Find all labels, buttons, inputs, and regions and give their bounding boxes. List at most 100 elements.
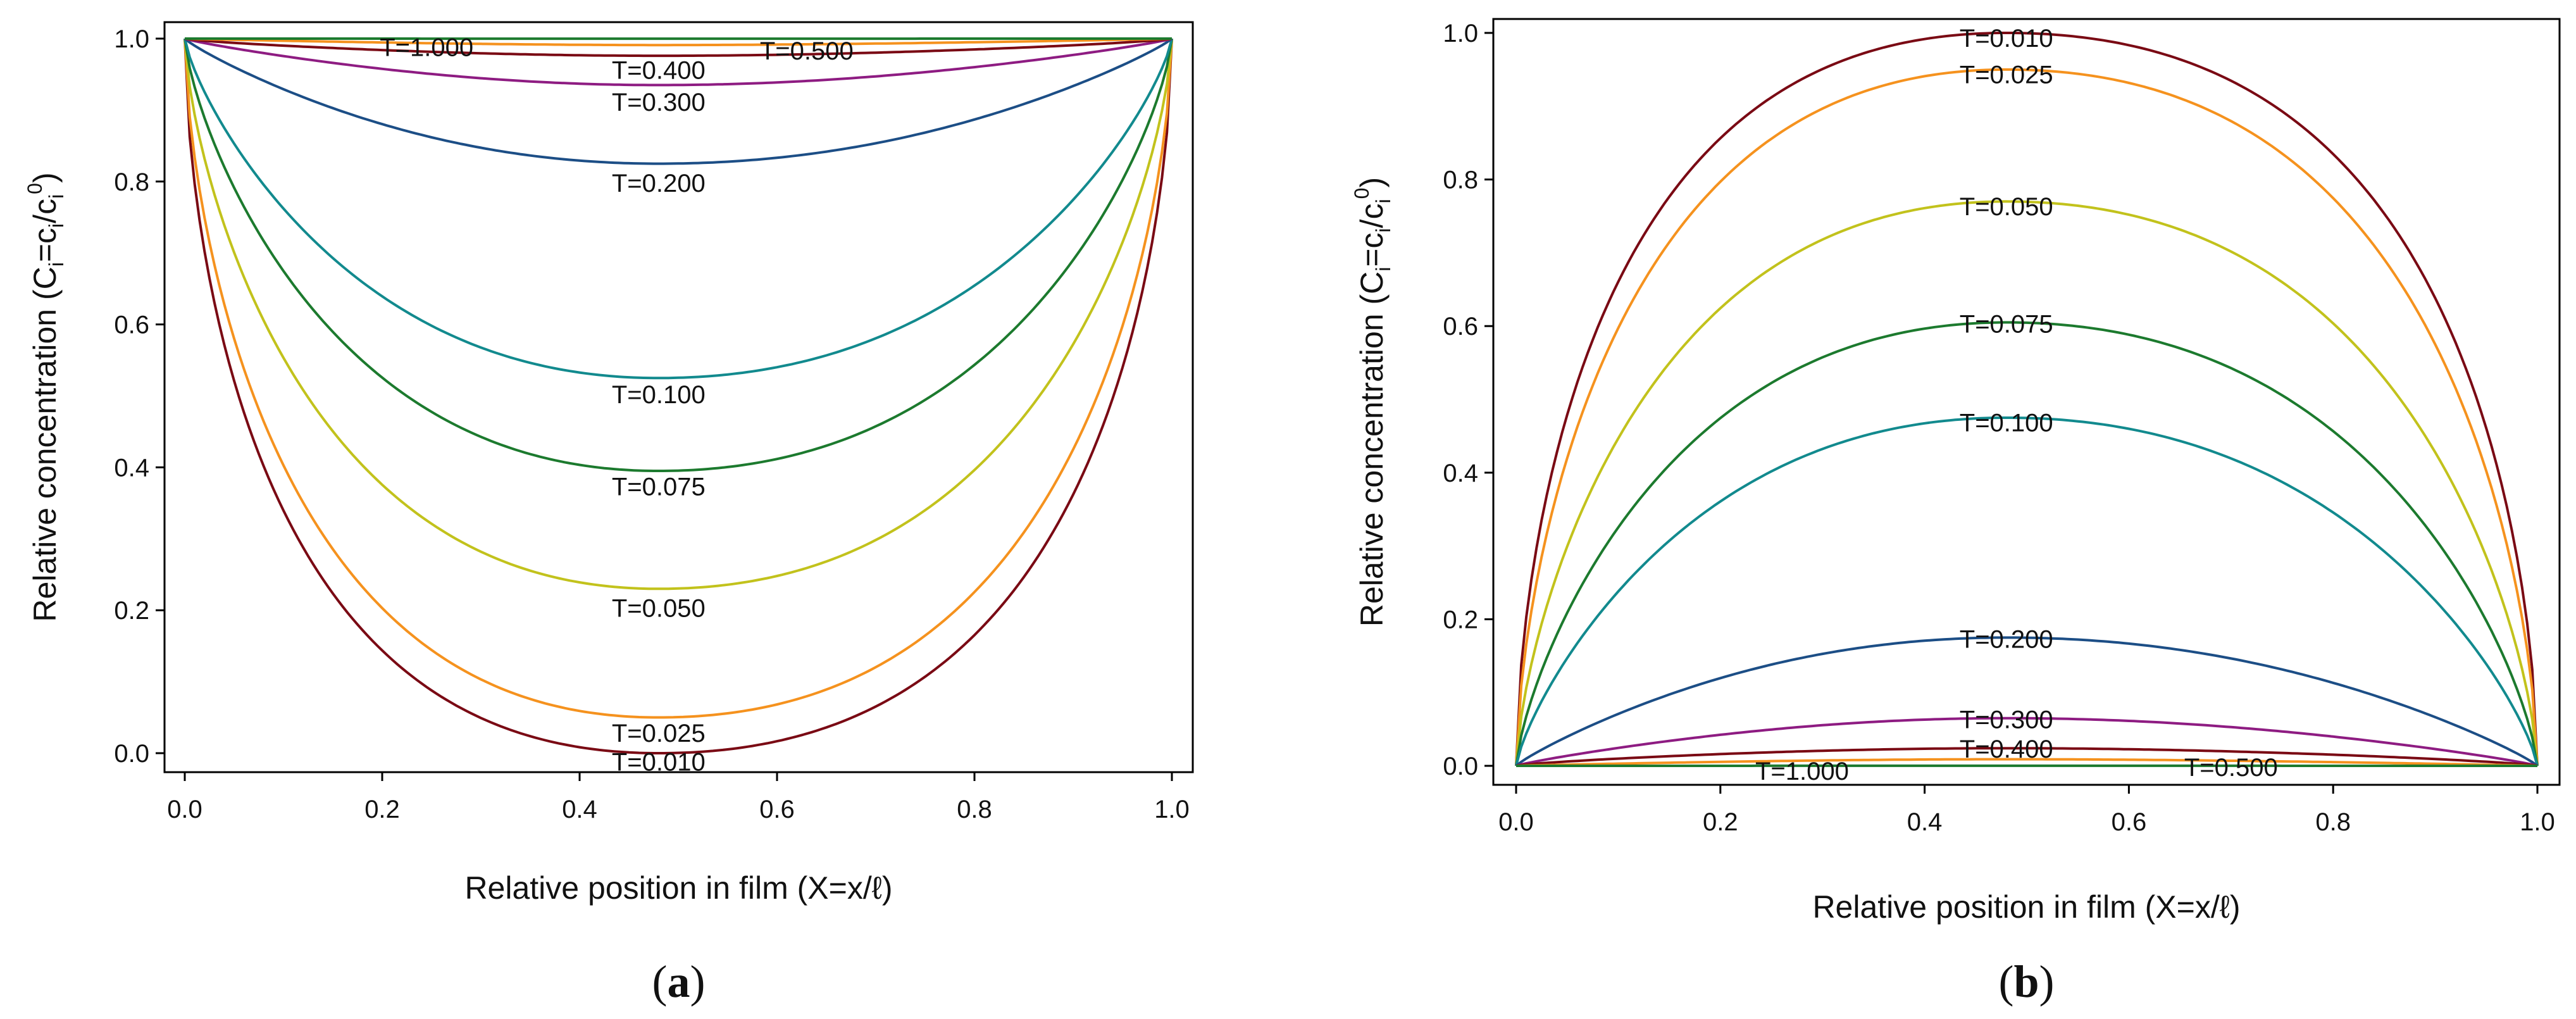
series-line-T-0_400 (184, 37, 1173, 58)
panel-b-annotations: T=0.010 T=0.025 T=0.050 T=0.075 T=0.100 T=0.2… (1755, 25, 2278, 785)
series-line-T-0_050 (184, 38, 1173, 591)
panel-label-paren: ) (690, 956, 706, 1007)
panel-a-frame (163, 21, 1194, 773)
x-tick-label: 1.0 (1154, 796, 1190, 823)
panel-a-y-axis-label: Relative concentration (Ci=ci/ci0) (23, 172, 68, 622)
series-line-T-0_200 (184, 37, 1173, 165)
panel-b-label: (b) (1998, 956, 2054, 1007)
panel-a: 0.0 0.2 0.4 0.6 0.8 1.0 0.0 0.2 0.4 0.6 0.8 1.0 T=1… (23, 21, 1194, 1007)
series-line-T-0_050 (1515, 200, 2539, 766)
panel-a-annotations: T=1.000 T=0.500 T=0.400 T=0.300 T=0.200 T=0.1… (380, 34, 853, 776)
series-line-T-0_100 (184, 38, 1173, 380)
y-tick-label: 0.4 (114, 454, 149, 482)
curve-annotation: T=0.200 (612, 170, 706, 197)
panel-label-paren: ( (1998, 956, 2013, 1007)
ylabel-part: =c (27, 228, 63, 262)
y-tick-label: 0.4 (1443, 459, 1478, 487)
curve-annotation: T=0.050 (1960, 193, 2053, 221)
curve-annotation: T=0.075 (612, 473, 706, 501)
panel-a-x-axis-label: Relative position in film (X=x/ℓ) (464, 870, 892, 906)
y-tick-label: 0.0 (114, 740, 149, 768)
panel-b: 0.0 0.2 0.4 0.6 0.8 1.0 0.0 0.2 0.4 0.6 0.8 1.0 T=0… (1350, 18, 2561, 1007)
panel-b-ticks: 0.0 0.2 0.4 0.6 0.8 1.0 0.0 0.2 0.4 0.6 0.8 1.0 (1443, 20, 2554, 836)
x-tick-label: 0.8 (2315, 808, 2351, 836)
series-line-T-0_200 (1515, 636, 2539, 767)
ylabel-part: /c (1354, 203, 1390, 228)
curve-annotation: T=1.000 (1755, 758, 1849, 785)
x-tick-label: 1.0 (2520, 808, 2555, 836)
ylabel-part: ) (27, 172, 63, 183)
curve-annotation: T=0.500 (760, 37, 854, 65)
panel-b-x-axis-label: Relative position in film (X=x/ℓ) (1812, 889, 2240, 925)
series-line-T-0_010 (1515, 32, 2539, 766)
panel-b-series (1515, 32, 2539, 767)
ylabel-part: /c (27, 199, 63, 223)
series-line-T-0_300 (184, 37, 1173, 87)
curve-annotation: T=1.000 (380, 34, 473, 61)
y-tick-label: 0.8 (114, 168, 149, 196)
x-tick-label: 0.4 (562, 796, 597, 823)
ylabel-sup: 0 (1350, 188, 1373, 199)
ylabel-sub: i (1372, 199, 1395, 203)
panel-label-letter: b (2013, 956, 2039, 1007)
series-line-T-0_075 (1515, 321, 2539, 766)
panel-a-label: (a) (652, 956, 706, 1007)
series-line-T-0_500 (1515, 758, 2538, 767)
panel-label-paren: ( (652, 956, 668, 1007)
y-tick-label: 0.6 (1443, 313, 1478, 341)
curve-annotation: T=0.025 (1960, 61, 2053, 89)
ylabel-part: ) (1354, 177, 1390, 188)
ylabel-sub: i (45, 262, 68, 266)
curve-annotation: T=0.025 (612, 720, 706, 747)
series-line-T-0_025 (184, 38, 1173, 719)
ylabel-sub: i (45, 194, 68, 199)
x-tick-label: 0.0 (167, 796, 202, 823)
curve-annotation: T=0.100 (612, 381, 706, 409)
ylabel-sup: 0 (23, 183, 46, 194)
curve-annotation: T=0.050 (612, 595, 706, 623)
x-tick-label: 0.0 (1498, 808, 1534, 836)
ylabel-sub: i (1372, 267, 1395, 272)
y-tick-label: 0.0 (1443, 753, 1478, 780)
panel-a-series (184, 37, 1173, 754)
x-tick-label: 0.8 (957, 796, 992, 823)
curve-annotation: T=0.500 (2184, 754, 2278, 782)
ylabel-part: Relative concentration (C (1354, 272, 1390, 627)
y-tick-label: 0.2 (114, 597, 149, 625)
series-line-T-0_010 (184, 38, 1173, 754)
curve-annotation: T=0.010 (1960, 25, 2053, 53)
x-tick-label: 0.2 (364, 796, 400, 823)
y-tick-label: 0.8 (1443, 166, 1478, 194)
series-line-T-0_500 (184, 37, 1173, 47)
curve-annotation: T=0.200 (1960, 625, 2053, 653)
curve-annotation: T=0.100 (1960, 409, 2053, 437)
y-tick-label: 0.6 (114, 311, 149, 339)
series-line-T-0_025 (1515, 68, 2539, 766)
x-tick-label: 0.4 (1907, 808, 1943, 836)
series-line-T-0_075 (184, 38, 1173, 472)
panel-a-ticks: 0.0 0.2 0.4 0.6 0.8 1.0 0.0 0.2 0.4 0.6 0.8 1.0 (114, 25, 1189, 823)
ylabel-part: =c (1354, 232, 1390, 266)
curve-annotation: T=0.300 (612, 89, 706, 116)
curve-annotation: T=0.400 (612, 56, 706, 84)
y-tick-label: 0.2 (1443, 606, 1478, 634)
panel-label-letter: a (668, 956, 690, 1007)
series-line-T-0_400 (1515, 747, 2538, 767)
panel-label-paren: ) (2039, 956, 2055, 1007)
x-tick-label: 0.6 (759, 796, 795, 823)
panel-b-frame (1492, 18, 2561, 786)
ylabel-part: Relative concentration (C (27, 266, 63, 622)
curve-annotation: T=0.300 (1960, 706, 2053, 734)
ylabel-sub: i (1372, 228, 1395, 232)
ylabel-sub: i (45, 223, 68, 228)
y-tick-label: 1.0 (1443, 20, 1478, 47)
panel-b-y-axis-label: Relative concentration (Ci=ci/ci0) (1350, 177, 1395, 627)
curve-annotation: T=0.075 (1960, 310, 2053, 338)
series-line-T-0_300 (1515, 716, 2538, 767)
curve-annotation: T=0.400 (1960, 735, 2053, 763)
x-tick-label: 0.6 (2112, 808, 2147, 836)
y-tick-label: 1.0 (114, 25, 149, 53)
curve-annotation: T=0.010 (612, 748, 706, 776)
